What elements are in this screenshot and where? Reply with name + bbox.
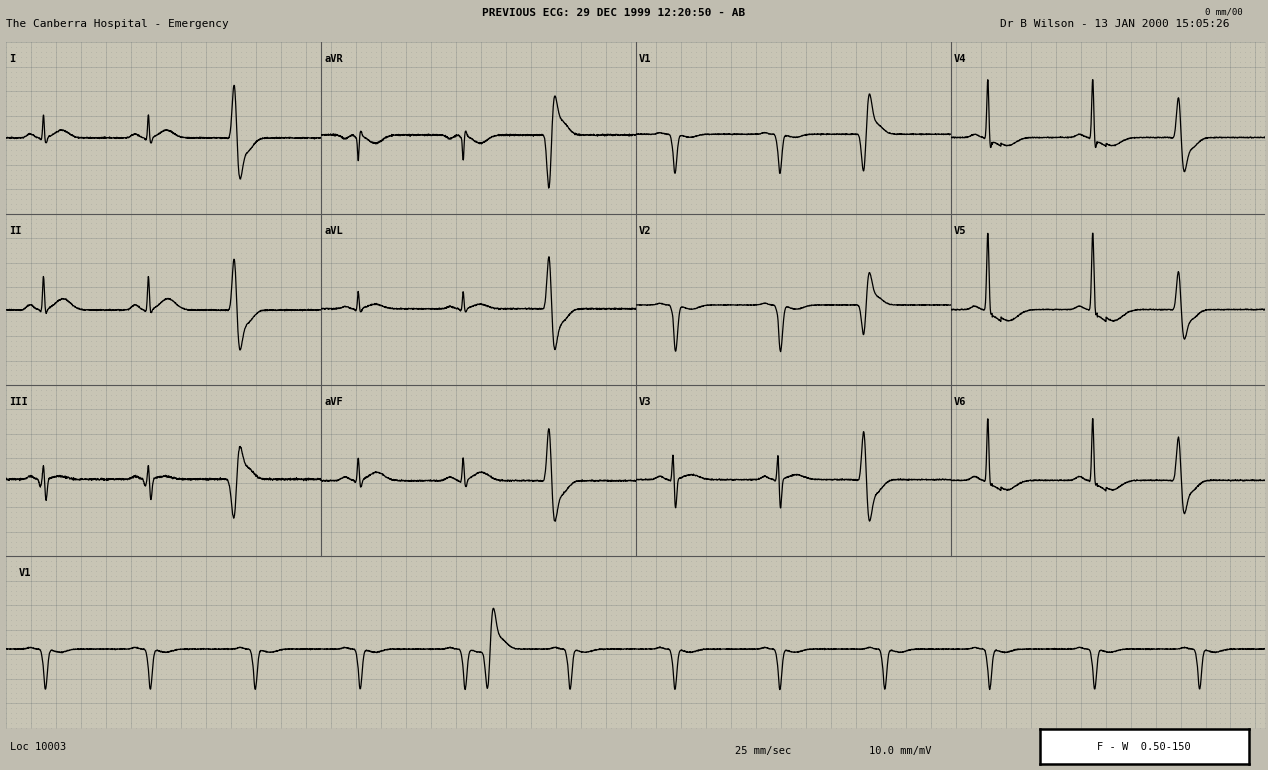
Text: 0 mm/00: 0 mm/00 [1205,8,1243,17]
Text: aVR: aVR [325,55,344,65]
Text: F - W  0.50-150: F - W 0.50-150 [1098,742,1191,752]
Text: II: II [9,226,22,236]
Text: V3: V3 [639,397,652,407]
Text: V6: V6 [954,397,966,407]
Text: Loc 10003: Loc 10003 [10,742,66,752]
Text: The Canberra Hospital - Emergency: The Canberra Hospital - Emergency [6,19,230,29]
Text: V2: V2 [639,226,652,236]
Text: V1: V1 [639,55,652,65]
Text: III: III [9,397,28,407]
Text: aVL: aVL [325,226,344,236]
Text: Dr B Wilson - 13 JAN 2000 15:05:26: Dr B Wilson - 13 JAN 2000 15:05:26 [1000,19,1230,29]
Text: aVF: aVF [325,397,344,407]
Text: PREVIOUS ECG: 29 DEC 1999 12:20:50 - AB: PREVIOUS ECG: 29 DEC 1999 12:20:50 - AB [482,8,746,18]
Text: I: I [9,55,15,65]
Text: V5: V5 [954,226,966,236]
Text: 25 mm/sec: 25 mm/sec [735,746,791,755]
Text: 10.0 mm/mV: 10.0 mm/mV [869,746,931,755]
Text: V4: V4 [954,55,966,65]
Text: V1: V1 [19,568,32,578]
